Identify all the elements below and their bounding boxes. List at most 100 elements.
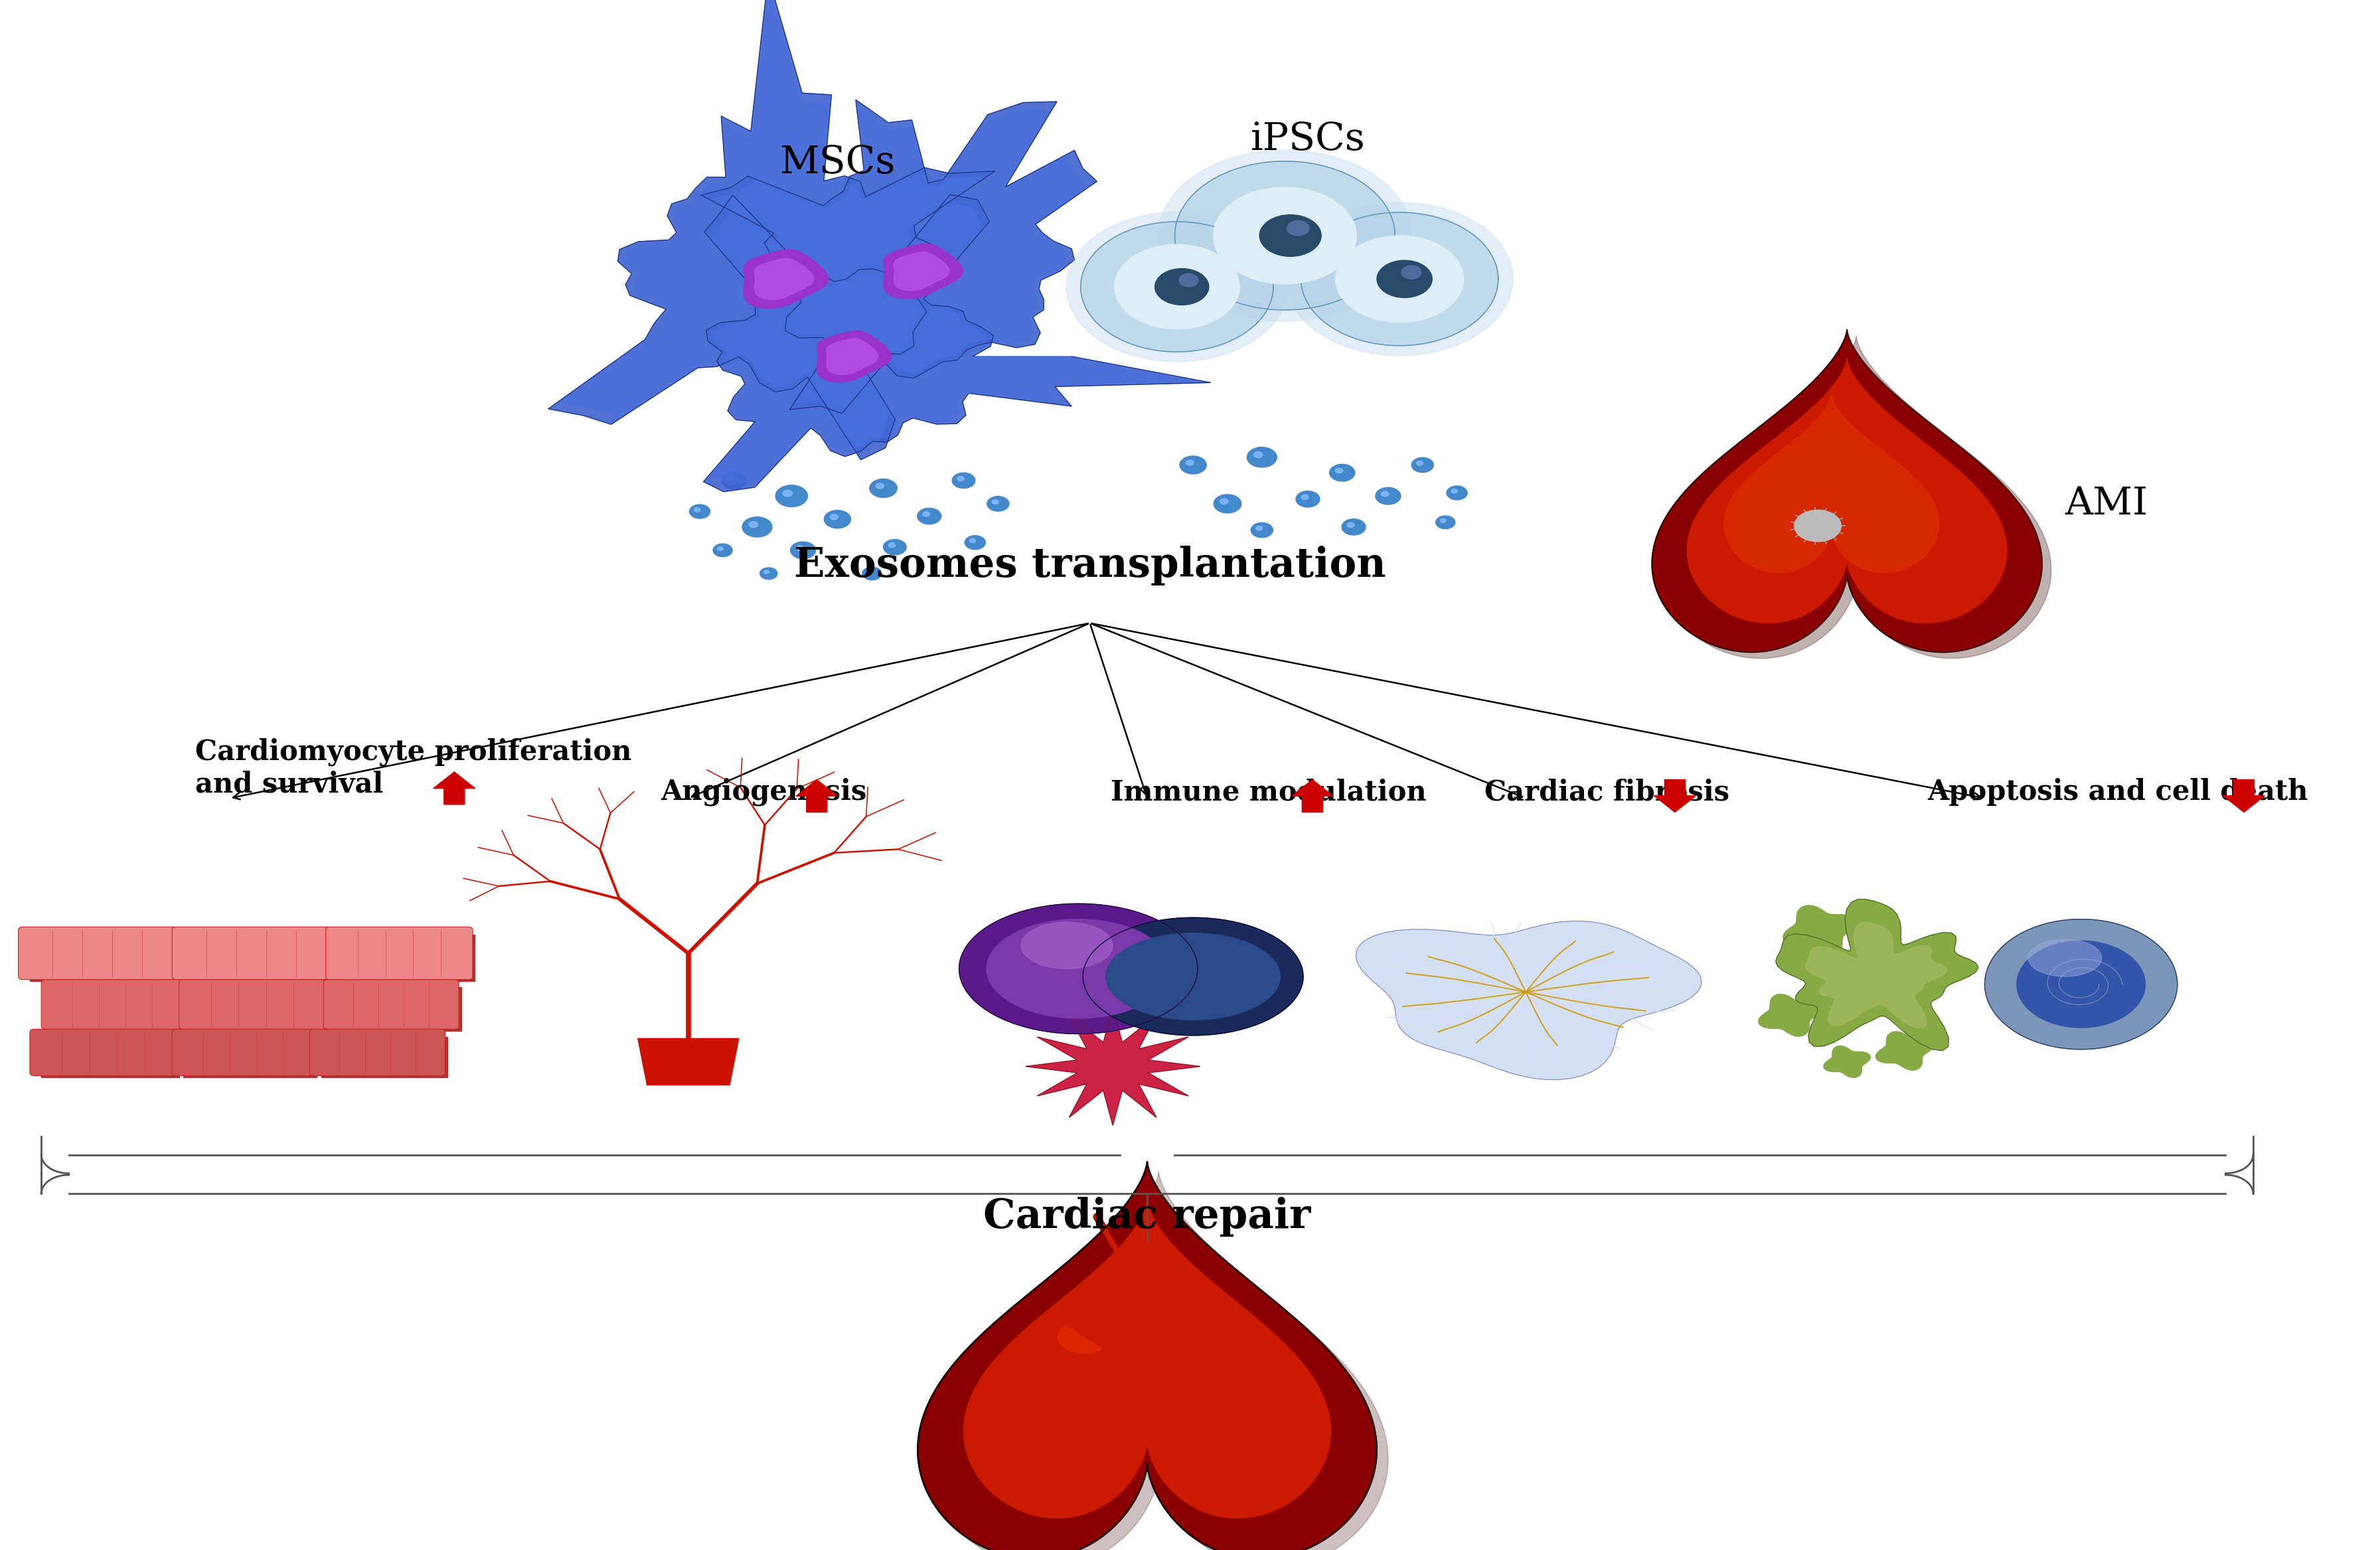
Polygon shape (1057, 1325, 1102, 1353)
Polygon shape (1806, 922, 1947, 1028)
Polygon shape (712, 109, 1088, 406)
Circle shape (992, 499, 1000, 504)
Polygon shape (1661, 336, 2052, 659)
Circle shape (1416, 460, 1423, 465)
Circle shape (1795, 510, 1842, 541)
Circle shape (916, 508, 940, 524)
Circle shape (1257, 525, 1261, 530)
Circle shape (1254, 451, 1264, 457)
Bar (40, 1037, 178, 1077)
Circle shape (795, 546, 804, 550)
FancyBboxPatch shape (1799, 397, 1852, 454)
Bar (183, 935, 333, 981)
Polygon shape (704, 195, 1211, 491)
FancyBboxPatch shape (31, 1029, 176, 1076)
Polygon shape (559, 0, 985, 451)
Bar (321, 1037, 447, 1077)
Polygon shape (826, 338, 878, 375)
Circle shape (1221, 499, 1228, 504)
Polygon shape (816, 330, 890, 383)
Bar (336, 987, 462, 1031)
Polygon shape (895, 253, 950, 290)
Polygon shape (1759, 994, 1821, 1037)
Circle shape (790, 542, 816, 560)
Circle shape (964, 536, 985, 550)
Circle shape (1376, 487, 1402, 504)
Polygon shape (964, 1201, 1330, 1517)
Circle shape (1154, 268, 1209, 305)
Circle shape (743, 518, 771, 538)
Bar (52, 987, 186, 1031)
Polygon shape (1687, 358, 2006, 623)
Circle shape (888, 542, 895, 547)
Circle shape (1114, 245, 1240, 329)
Circle shape (1285, 203, 1514, 355)
Circle shape (2016, 941, 2144, 1028)
Circle shape (714, 544, 733, 556)
Polygon shape (1823, 1046, 1871, 1077)
Polygon shape (1357, 921, 1702, 1080)
Circle shape (695, 508, 700, 512)
Circle shape (764, 570, 769, 574)
Polygon shape (928, 1172, 1388, 1550)
Circle shape (1159, 150, 1411, 321)
Circle shape (759, 567, 778, 580)
FancyBboxPatch shape (171, 1029, 314, 1076)
Circle shape (1347, 522, 1354, 527)
Circle shape (721, 471, 747, 490)
Text: iPSCs: iPSCs (1250, 121, 1366, 158)
Polygon shape (959, 904, 1197, 1034)
Circle shape (823, 510, 850, 529)
Circle shape (1335, 236, 1464, 322)
FancyArrow shape (795, 780, 838, 812)
Circle shape (988, 496, 1009, 512)
Polygon shape (1107, 933, 1280, 1020)
FancyBboxPatch shape (171, 927, 331, 980)
FancyArrow shape (433, 772, 476, 804)
Circle shape (1380, 491, 1390, 496)
Circle shape (862, 567, 881, 580)
Circle shape (923, 512, 931, 516)
FancyBboxPatch shape (1833, 397, 1897, 445)
Circle shape (1178, 274, 1197, 287)
Circle shape (1302, 212, 1499, 346)
Circle shape (1330, 465, 1354, 480)
Polygon shape (1652, 330, 2042, 653)
Circle shape (1288, 220, 1309, 236)
Circle shape (1440, 519, 1447, 522)
Circle shape (1066, 212, 1288, 361)
Polygon shape (712, 203, 1192, 485)
Polygon shape (988, 919, 1171, 1018)
Polygon shape (883, 243, 964, 299)
Polygon shape (1723, 395, 1940, 572)
Circle shape (957, 476, 964, 480)
FancyBboxPatch shape (324, 980, 459, 1029)
Circle shape (1185, 460, 1195, 465)
Text: Angiogenesis: Angiogenesis (662, 778, 866, 806)
Circle shape (716, 547, 724, 550)
FancyArrow shape (2223, 780, 2266, 812)
Polygon shape (743, 250, 828, 308)
Circle shape (831, 515, 838, 519)
Circle shape (1335, 468, 1342, 473)
Text: Immune modulation: Immune modulation (1111, 778, 1426, 806)
Circle shape (1176, 161, 1395, 310)
Circle shape (1295, 491, 1321, 507)
Polygon shape (1021, 922, 1114, 969)
FancyBboxPatch shape (19, 927, 176, 980)
FancyBboxPatch shape (309, 1029, 445, 1076)
Text: Cardiac repair: Cardiac repair (983, 1197, 1311, 1237)
Circle shape (1302, 494, 1309, 499)
Text: Cardiac fibrosis: Cardiac fibrosis (1485, 778, 1730, 806)
Text: Apoptosis and cell death: Apoptosis and cell death (1928, 778, 2309, 806)
Circle shape (952, 473, 976, 488)
Circle shape (690, 505, 709, 518)
Text: Exosomes transplantation: Exosomes transplantation (795, 546, 1385, 586)
Polygon shape (1026, 1008, 1200, 1125)
Polygon shape (1985, 919, 2178, 1049)
Polygon shape (1083, 918, 1304, 1035)
Circle shape (1342, 519, 1366, 535)
Circle shape (1378, 260, 1433, 298)
Circle shape (1402, 265, 1421, 279)
Circle shape (1247, 448, 1276, 468)
